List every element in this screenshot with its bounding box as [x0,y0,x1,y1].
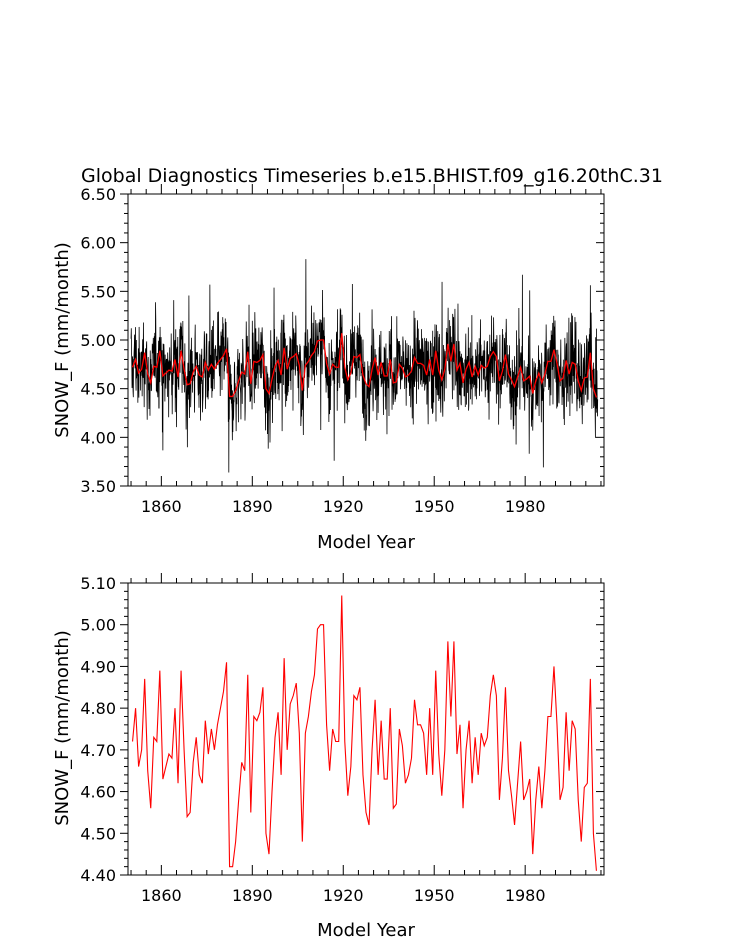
bottom-plot-frame [127,582,605,876]
bottom-y-tick-label: 5.00 [80,616,116,635]
bottom-y-tick-label: 4.40 [80,866,116,885]
bottom-y-tick-label: 4.50 [80,824,116,843]
bottom-lines [132,595,597,871]
top-x-axis-label: Model Year [317,532,415,553]
bottom-ticks-layer: 1860 1890 1920 1950 1980 4.40 4.50 4.60 4.70 4.80… [80,573,604,905]
bottom-y-tick-label: 5.10 [80,574,116,593]
bottom-panel: 1860 1890 1920 1950 1980 4.40 4.50 4.60 4.70 4.80… [52,573,605,941]
top-y-tick-label: 6.00 [80,234,116,253]
top-panel: 1860 1890 1920 1950 1980 3.50 4.00 4.50 5.00 5.50… [52,184,605,553]
top-y-tick-label: 6.50 [80,185,116,204]
top-series-layer [130,259,599,473]
bottom-y-tick-label: 4.60 [80,783,116,802]
bottom-y-tick-label: 4.70 [80,741,116,760]
top-x-tick-label: 1920 [323,497,364,516]
bottom-x-tick-label: 1860 [141,886,182,905]
top-ticks-layer: 1860 1890 1920 1950 1980 3.50 4.00 4.50 5.00 5.50… [80,184,604,516]
bottom-x-axis-label: Model Year [317,920,415,941]
top-x-tick-label: 1860 [141,497,182,516]
bottom-y-tick-label: 4.80 [80,699,116,718]
bottom-x-tick-label: 1950 [414,886,455,905]
top-y-tick-label: 3.50 [80,477,116,496]
top-y-tick-label: 4.50 [80,380,116,399]
chart-title: Global Diagnostics Timeseries b.e15.BHIS… [81,165,663,187]
top-y-tick-label: 4.00 [80,428,116,447]
top-annual-series-line [131,333,598,398]
top-plot-frame [127,193,605,487]
top-monthly-series-line [130,259,599,473]
bottom-x-tick-label: 1920 [323,886,364,905]
top-y-tick-label: 5.00 [80,331,116,350]
top-x-tick-label: 1890 [232,497,273,516]
top-y-axis-label: SNOW_F (mm/month) [52,242,73,438]
top-x-tick-label: 1950 [414,497,455,516]
bottom-series-layer [132,595,597,871]
bottom-x-tick-label: 1890 [232,886,273,905]
top-x-tick-label: 1980 [505,497,546,516]
bottom-x-tick-label: 1980 [505,886,546,905]
top-y-tick-label: 5.50 [80,282,116,301]
bottom-annual-series-line [132,595,597,871]
top-lines [130,259,599,473]
bottom-y-tick-label: 4.90 [80,657,116,676]
bottom-y-axis-label: SNOW_F (mm/month) [52,630,73,826]
